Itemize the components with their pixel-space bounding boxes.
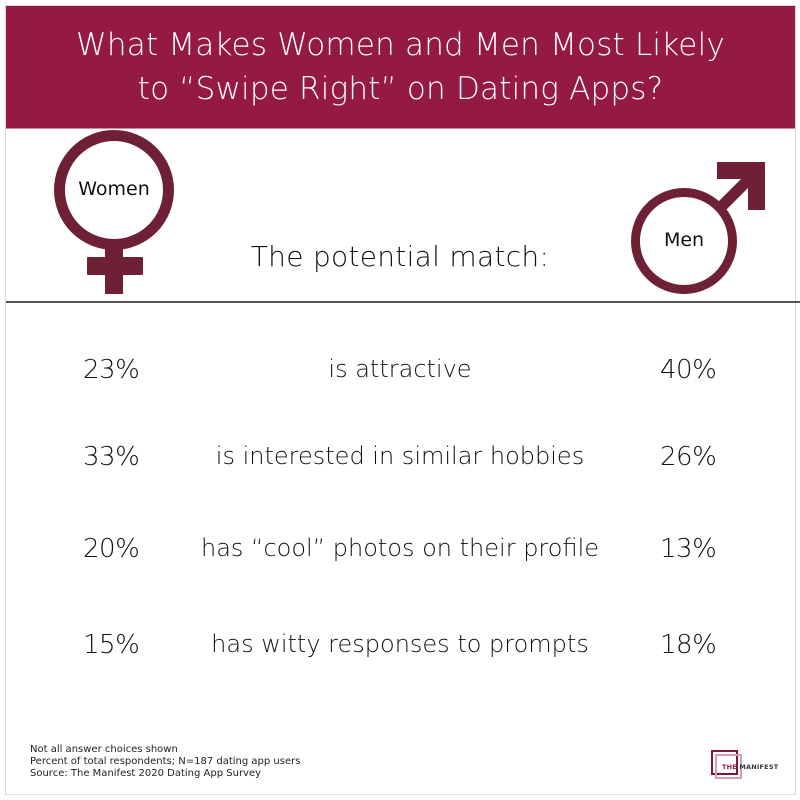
men-percent: 26% — [660, 442, 717, 472]
men-label: Men — [663, 229, 705, 251]
title-banner: What Makes Women and Men Most Likely to … — [6, 6, 795, 129]
attribute-label: is interested in similar hobbies — [215, 442, 585, 470]
footnote-line: Percent of total respondents; N=187 dati… — [30, 756, 301, 767]
table-row: 15% has witty responses to prompts 18% — [0, 630, 800, 670]
logo-square-icon — [715, 754, 742, 779]
logo-wordmark: THE MANIFEST — [722, 763, 779, 771]
men-percent: 18% — [660, 630, 717, 660]
women-percent: 33% — [83, 442, 140, 472]
subheading: The potential match: — [250, 240, 550, 273]
footnotes: Not all answer choices shown Percent of … — [30, 744, 300, 780]
attribute-label: has “cool” photos on their profile — [200, 534, 599, 562]
women-label: Women — [78, 178, 150, 200]
men-percent: 40% — [660, 355, 717, 385]
footnote-line: Not all answer choices shown — [30, 744, 178, 755]
men-percent: 13% — [660, 534, 717, 564]
title-line-2: to “Swipe Right” on Dating Apps? — [137, 71, 664, 107]
women-percent: 20% — [83, 534, 140, 564]
female-symbol-icon: Women — [50, 126, 180, 298]
attribute-label: has witty responses to prompts — [211, 630, 589, 658]
infographic-frame — [5, 5, 796, 795]
attribute-label: is attractive — [328, 355, 472, 383]
table-row: 23% is attractive 40% — [0, 355, 800, 395]
table-row: 33% is interested in similar hobbies 26% — [0, 442, 800, 482]
title-line-1: What Makes Women and Men Most Likely — [76, 27, 725, 63]
women-percent: 15% — [83, 630, 140, 660]
footnote-source: Source: The Manifest 2020 Dating App Sur… — [30, 768, 262, 779]
logo-square-icon — [711, 750, 738, 775]
the-manifest-logo: THE MANIFEST — [708, 748, 778, 784]
table-row: 20% has “cool” photos on their profile 1… — [0, 534, 800, 574]
divider-line — [6, 301, 800, 303]
male-symbol-icon: Men — [625, 155, 775, 300]
women-percent: 23% — [83, 355, 140, 385]
